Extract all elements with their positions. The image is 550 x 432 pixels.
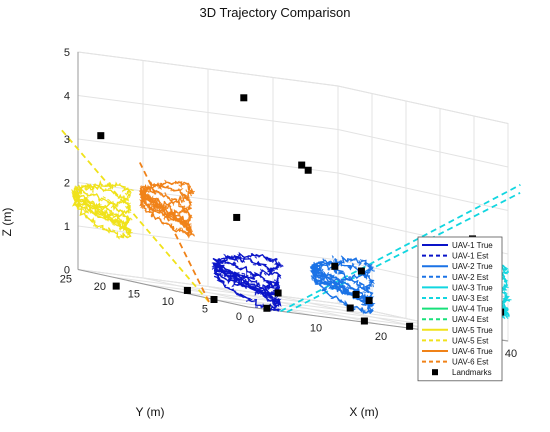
legend-label: UAV-1 True: [452, 241, 493, 250]
landmark-marker: [233, 213, 241, 221]
grid-line: [77, 51, 339, 87]
legend-swatch: [432, 369, 438, 376]
legend-label: UAV-2 Est: [452, 273, 489, 282]
x-tick-label: 40: [505, 348, 517, 360]
estimate-ray: [138, 162, 210, 303]
z-tick-label: 2: [64, 178, 70, 190]
z-tick-label: 3: [64, 134, 70, 146]
landmark-marker: [357, 267, 365, 275]
landmark-marker: [112, 282, 120, 290]
legend-label: UAV-3 Est: [452, 294, 489, 303]
grid-line: [77, 95, 339, 130]
landmark-marker: [360, 317, 368, 325]
x-axis-label: X (m): [349, 405, 378, 419]
grid-line: [337, 172, 509, 211]
landmark-marker: [352, 291, 360, 298]
legend-label: UAV-4 Est: [452, 315, 489, 324]
z-axis-label: Z (m): [0, 208, 14, 237]
z-tick-label: 0: [64, 265, 70, 277]
landmark-marker: [263, 304, 271, 312]
y-tick-label: 20: [94, 281, 106, 293]
estimate-ray: [60, 129, 210, 303]
landmark-marker: [210, 296, 218, 303]
grid-line: [77, 138, 339, 174]
y-tick-label: 15: [128, 289, 140, 301]
landmark-marker: [240, 94, 248, 102]
y-tick-label: 10: [162, 296, 174, 308]
grid-line: [77, 225, 339, 261]
y-axis-label: Y (m): [135, 405, 164, 419]
x-tick-label: 10: [310, 323, 322, 335]
landmark-marker: [183, 286, 191, 294]
y-axis-line: [77, 269, 249, 308]
chart-title: 3D Trajectory Comparison: [200, 5, 351, 20]
legend-label: UAV-3 True: [452, 283, 493, 292]
z-tick-label: 5: [64, 47, 70, 59]
landmark-marker: [331, 262, 339, 270]
landmark-marker: [274, 289, 282, 297]
legend-label: UAV-2 True: [452, 262, 493, 271]
z-tick-label: 4: [64, 91, 70, 103]
grid-line: [77, 269, 339, 304]
trajectory-true-uav-2: [309, 255, 376, 315]
x-tick-label: 20: [375, 331, 387, 343]
grid-line: [337, 85, 509, 124]
legend-label: UAV-1 Est: [452, 252, 489, 261]
estimate-ray: [280, 184, 521, 313]
grid-line: [179, 291, 441, 327]
trajectory-true-uav-6: [138, 180, 195, 237]
legend-label: UAV-6 Est: [452, 358, 489, 367]
landmark-marker: [365, 297, 373, 305]
grid-line: [77, 182, 339, 217]
landmark-marker: [304, 166, 312, 174]
grid-line: [111, 276, 373, 312]
x-tick-label: 0: [248, 314, 254, 326]
landmark-marker: [298, 161, 306, 169]
legend-label: UAV-5 True: [452, 326, 493, 335]
landmark-marker: [406, 322, 414, 330]
grid-line: [337, 129, 509, 168]
legend-label: Landmarks: [452, 368, 492, 377]
y-tick-label: 0: [236, 311, 242, 323]
y-tick-label: 25: [60, 274, 72, 286]
legend-label: UAV-4 True: [452, 305, 493, 314]
trajectory-true-uav-5: [71, 180, 132, 239]
trajectory-true-uav-1: [212, 251, 283, 312]
landmark-marker: [346, 304, 354, 312]
legend-label: UAV-6 True: [452, 347, 493, 356]
axis-ticks: 0102030400510152025012345: [60, 47, 517, 360]
legend-label: UAV-5 Est: [452, 336, 489, 345]
z-tick-label: 1: [64, 221, 70, 233]
landmark-marker: [97, 132, 105, 140]
y-tick-label: 5: [202, 304, 208, 316]
